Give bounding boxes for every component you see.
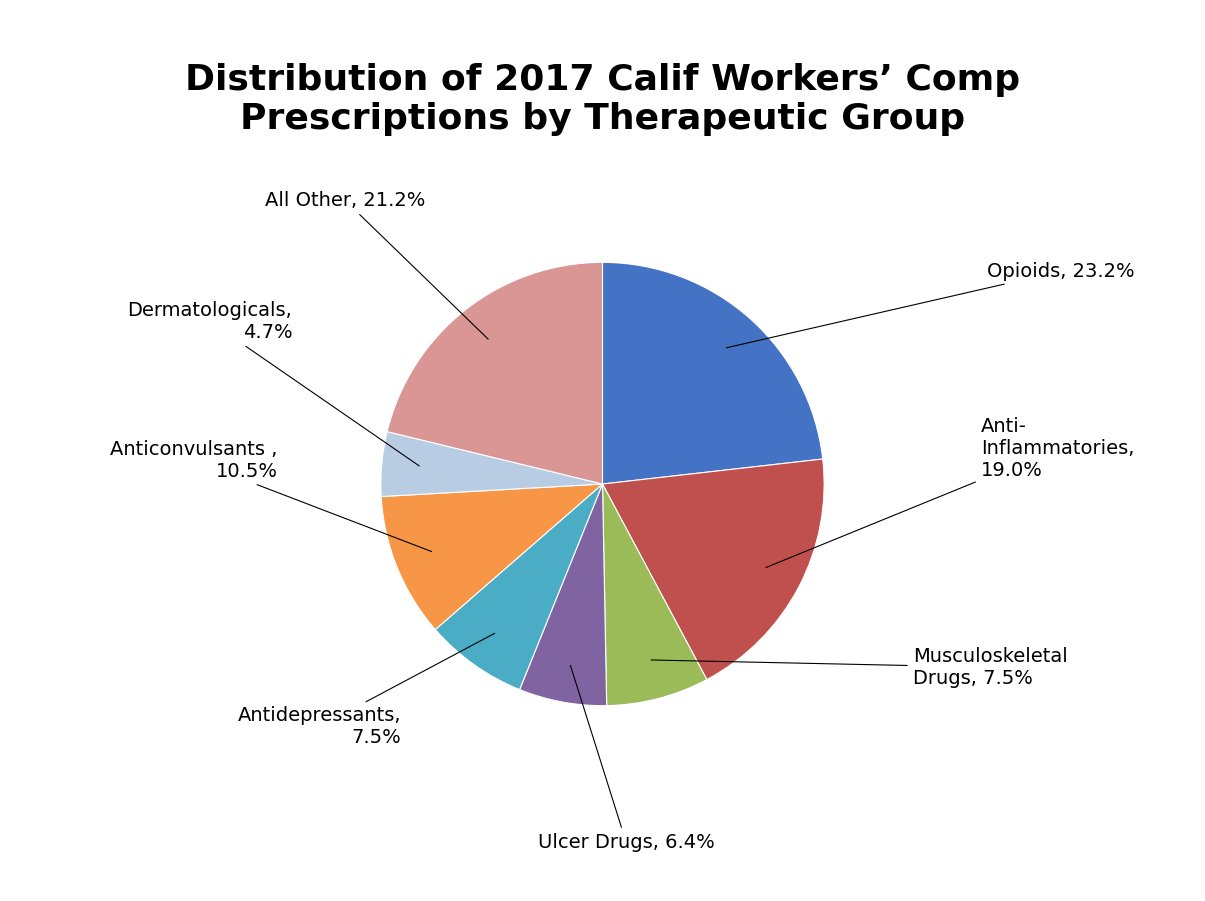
Wedge shape bbox=[387, 262, 602, 484]
Text: Dermatologicals,
4.7%: Dermatologicals, 4.7% bbox=[128, 301, 419, 466]
Wedge shape bbox=[602, 459, 824, 679]
Text: Anti-
Inflammatories,
19.0%: Anti- Inflammatories, 19.0% bbox=[766, 417, 1134, 568]
Text: Musculoskeletal
Drugs, 7.5%: Musculoskeletal Drugs, 7.5% bbox=[651, 647, 1068, 687]
Text: All Other, 21.2%: All Other, 21.2% bbox=[265, 191, 488, 339]
Wedge shape bbox=[519, 484, 606, 705]
Wedge shape bbox=[435, 484, 602, 689]
Text: Antidepressants,
7.5%: Antidepressants, 7.5% bbox=[239, 633, 494, 747]
Wedge shape bbox=[381, 432, 602, 496]
Wedge shape bbox=[602, 484, 707, 705]
Text: Anticonvulsants ,
10.5%: Anticonvulsants , 10.5% bbox=[110, 440, 431, 551]
Wedge shape bbox=[381, 484, 602, 630]
Wedge shape bbox=[602, 262, 823, 484]
Text: Distribution of 2017 Calif Workers’ Comp
Prescriptions by Therapeutic Group: Distribution of 2017 Calif Workers’ Comp… bbox=[184, 63, 1021, 136]
Text: Ulcer Drugs, 6.4%: Ulcer Drugs, 6.4% bbox=[537, 666, 715, 851]
Text: Opioids, 23.2%: Opioids, 23.2% bbox=[727, 261, 1134, 348]
